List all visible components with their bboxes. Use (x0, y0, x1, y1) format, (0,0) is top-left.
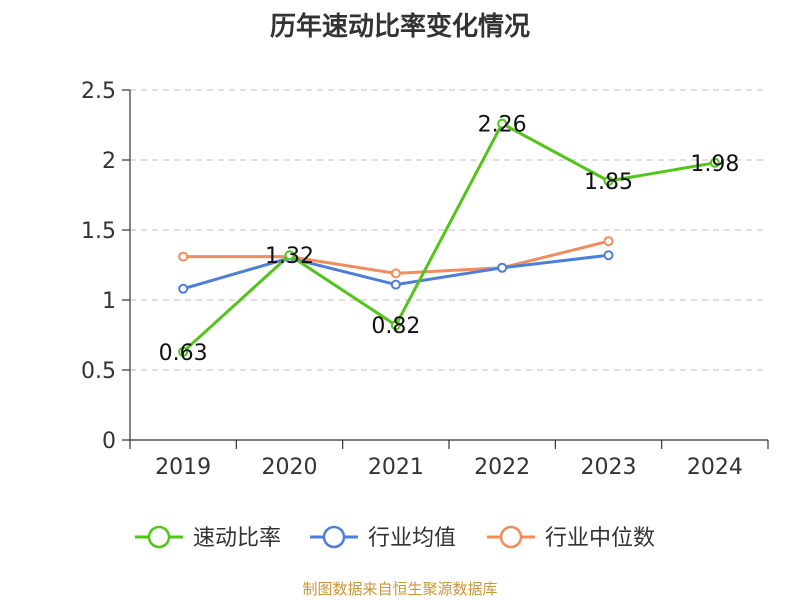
data-label: 0.82 (371, 314, 420, 339)
chart-title: 历年速动比率变化情况 (269, 12, 530, 42)
legend-marker (499, 525, 523, 549)
data-point (390, 279, 401, 290)
legend-marker (147, 525, 171, 549)
data-point (178, 251, 189, 262)
data-point (178, 283, 189, 294)
y-tick-label: 2 (102, 149, 116, 174)
data-label: 1.85 (584, 170, 633, 195)
data-point (497, 262, 508, 273)
legend-label: 行业中位数 (545, 526, 655, 551)
data-label: 1.98 (690, 152, 739, 177)
x-tick-label: 2020 (262, 455, 318, 480)
data-point (497, 118, 508, 129)
y-tick-label: 2.5 (81, 79, 116, 104)
y-tick-label: 1.5 (81, 219, 116, 244)
legend-marker (322, 525, 346, 549)
y-tick-label: 0.5 (81, 359, 116, 384)
data-label: 1.32 (265, 244, 314, 269)
series-line-0 (182, 122, 716, 353)
data-point (390, 268, 401, 279)
data-point (709, 157, 720, 168)
data-point (390, 320, 401, 331)
x-tick-label: 2022 (474, 455, 530, 480)
legend-label: 速动比率 (193, 526, 281, 551)
data-point (178, 346, 189, 357)
data-source-note: 制图数据来自恒生聚源数据库 (302, 580, 498, 598)
x-tick-label: 2021 (368, 455, 424, 480)
x-tick-label: 2023 (581, 455, 637, 480)
data-label: 2.26 (478, 113, 527, 138)
y-tick-label: 1 (102, 289, 116, 314)
y-tick-label: 0 (102, 429, 116, 454)
data-point (284, 250, 295, 261)
data-point (603, 236, 614, 247)
legend-label: 行业均值 (368, 526, 456, 551)
x-tick-label: 2024 (687, 455, 743, 480)
data-label: 0.63 (159, 341, 208, 366)
data-point (603, 250, 614, 261)
data-point (603, 176, 614, 186)
x-tick-label: 2019 (155, 455, 211, 480)
